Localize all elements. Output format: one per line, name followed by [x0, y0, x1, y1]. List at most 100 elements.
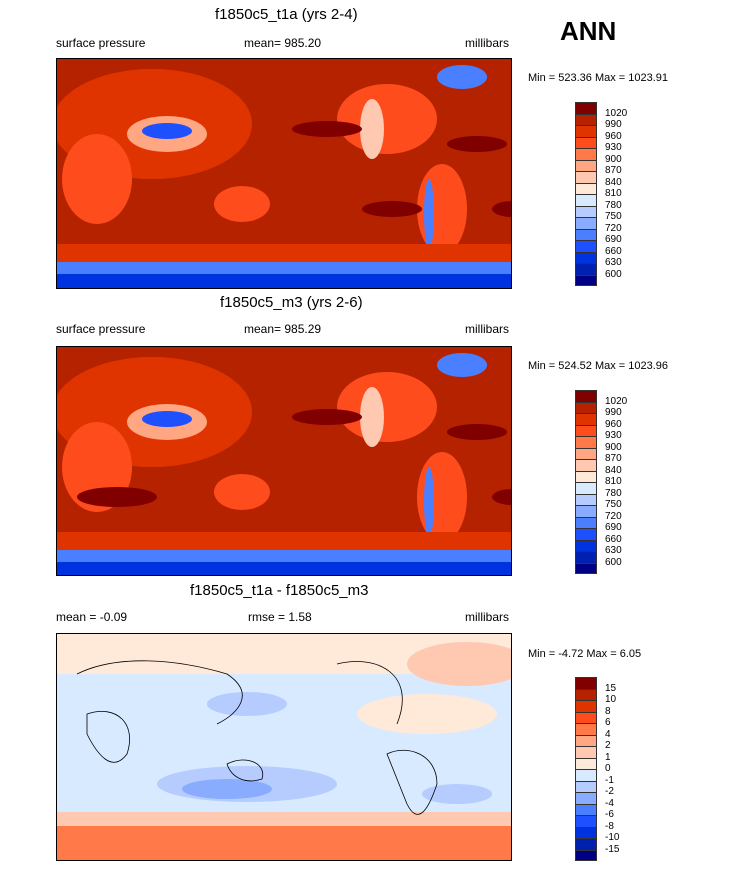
- colorbar-label: 1020: [605, 107, 628, 119]
- colorbar-box: [575, 263, 597, 275]
- colorbar-box: [575, 482, 597, 494]
- colorbar-box: [575, 826, 597, 838]
- panel3-minmax: Min = -4.72 Max = 6.05: [528, 648, 642, 660]
- colorbar-box: [575, 780, 597, 792]
- colorbar-box: [575, 436, 597, 448]
- colorbar-label: 750: [605, 211, 622, 222]
- colorbar-label: 750: [605, 499, 622, 510]
- colorbar-box: [575, 815, 597, 827]
- colorbar-box: [575, 505, 597, 517]
- colorbar-label: 10: [605, 694, 617, 705]
- panel2-minmax: Min = 524.52 Max = 1023.96: [528, 360, 669, 372]
- colorbar-box: [575, 217, 597, 229]
- colorbar-label: 930: [605, 142, 622, 153]
- colorbar-box: [575, 113, 597, 125]
- colorbar-box: [575, 688, 597, 700]
- colorbar-box: [575, 528, 597, 540]
- colorbar-box: [575, 734, 597, 746]
- map-plot: [57, 634, 511, 860]
- colorbar-label: 990: [605, 119, 622, 130]
- colorbar-box: [575, 516, 597, 528]
- colorbar-box: [575, 240, 597, 252]
- colorbar-box: [575, 148, 597, 160]
- panel1-map: [56, 58, 512, 289]
- panel2-variable: surface pressure: [56, 322, 146, 336]
- panel3-map: [56, 633, 512, 861]
- panel1-minmax: Min = 523.36 Max = 1023.91: [528, 72, 669, 84]
- colorbar-box: [575, 182, 597, 194]
- colorbar-label: 780: [605, 487, 622, 499]
- colorbar-box: [575, 194, 597, 206]
- colorbar-box: [575, 424, 597, 436]
- colorbar-box: [575, 390, 597, 402]
- colorbar-box: [575, 102, 597, 114]
- colorbar-label: 870: [605, 165, 622, 176]
- colorbar-box: [575, 677, 597, 689]
- colorbar-label: -15: [605, 843, 620, 855]
- colorbar-label: 960: [605, 418, 622, 430]
- colorbar-label: 660: [605, 245, 622, 257]
- colorbar-box: [575, 459, 597, 471]
- colorbar-box: [575, 803, 597, 815]
- colorbar-box: [575, 769, 597, 781]
- panel1-colorbar: [575, 102, 597, 286]
- colorbar-box: [575, 470, 597, 482]
- panel1-mean: mean= 985.20: [244, 36, 322, 50]
- colorbar-label: 630: [605, 545, 622, 556]
- colorbar-label: 6: [605, 717, 611, 728]
- panel1-variable: surface pressure: [56, 36, 146, 50]
- colorbar-box: [575, 539, 597, 551]
- panel3-rmse: rmse = 1.58: [248, 610, 312, 624]
- colorbar-box: [575, 228, 597, 240]
- colorbar-label: -2: [605, 786, 614, 797]
- colorbar-box: [575, 171, 597, 183]
- colorbar-label: 990: [605, 407, 622, 418]
- colorbar-label: -4: [605, 797, 614, 809]
- colorbar-label: -8: [605, 820, 614, 832]
- colorbar-box: [575, 723, 597, 735]
- colorbar-box: [575, 125, 597, 137]
- colorbar-label: 810: [605, 476, 622, 487]
- panel3-title: f1850c5_t1a - f1850c5_m3: [190, 582, 369, 599]
- panel2-map: [56, 346, 512, 576]
- colorbar-label: 900: [605, 441, 622, 453]
- colorbar-label: 780: [605, 199, 622, 211]
- colorbar-box: [575, 136, 597, 148]
- panel2-units: millibars: [465, 322, 510, 336]
- panel3-units: millibars: [465, 610, 510, 624]
- colorbar-box: [575, 746, 597, 758]
- colorbar-box: [575, 562, 597, 574]
- map-plot: [57, 347, 511, 575]
- colorbar-box: [575, 274, 597, 286]
- colorbar-label: 810: [605, 188, 622, 199]
- colorbar-label: 720: [605, 222, 622, 234]
- colorbar-label: 960: [605, 130, 622, 142]
- panel1-title: f1850c5_t1a (yrs 2-4): [215, 6, 358, 23]
- panel3-colorbar: [575, 677, 597, 861]
- map-plot: [57, 59, 511, 288]
- colorbar-label: 600: [605, 268, 622, 280]
- colorbar-label: -1: [605, 774, 614, 786]
- colorbar-box: [575, 447, 597, 459]
- colorbar-box: [575, 493, 597, 505]
- colorbar-box: [575, 159, 597, 171]
- colorbar-box: [575, 551, 597, 563]
- colorbar-label: 870: [605, 453, 622, 464]
- colorbar-label: 630: [605, 257, 622, 268]
- colorbar-box: [575, 849, 597, 861]
- season-label: ANN: [560, 16, 617, 46]
- colorbar-label: 1: [605, 751, 611, 763]
- colorbar-label: 0: [605, 763, 611, 774]
- colorbar-box: [575, 711, 597, 723]
- colorbar-label: 1020: [605, 395, 628, 407]
- panel3-mean: mean = -0.09: [56, 610, 128, 624]
- panel2-colorbar: [575, 390, 597, 574]
- colorbar-label: 15: [605, 682, 617, 694]
- colorbar-label: 930: [605, 430, 622, 441]
- colorbar-box: [575, 413, 597, 425]
- colorbar-label: 8: [605, 705, 611, 717]
- colorbar-label: 660: [605, 533, 622, 545]
- colorbar-box: [575, 792, 597, 804]
- colorbar-box: [575, 700, 597, 712]
- colorbar-label: 690: [605, 522, 622, 533]
